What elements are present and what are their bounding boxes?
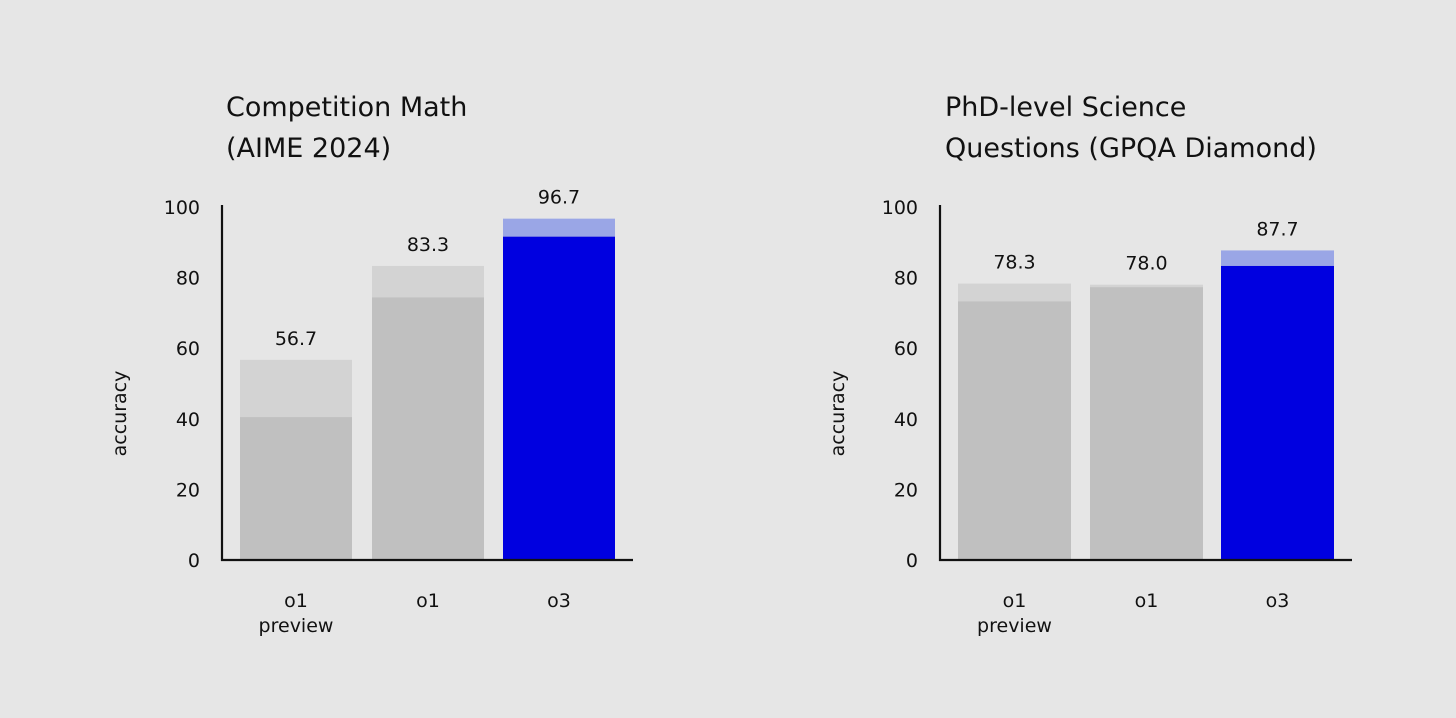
x-category-label: o1	[1135, 590, 1159, 612]
y-tick-label: 20	[176, 479, 200, 501]
bar-value-label: 83.3	[407, 234, 449, 256]
bar-overlay-1	[240, 359, 352, 418]
y-axis-label: accuracy	[827, 371, 849, 457]
chart-title-line: PhD-level Science	[945, 92, 1186, 123]
x-category-label: preview	[259, 615, 334, 637]
bar-overlay-1	[958, 283, 1071, 302]
y-tick-label: 60	[176, 338, 200, 360]
y-tick-label: 80	[176, 268, 200, 290]
bar-value-label: 78.0	[1125, 253, 1167, 275]
chart-title-line: Questions (GPQA Diamond)	[945, 133, 1317, 164]
y-tick-label: 80	[894, 268, 918, 290]
y-axis-label: accuracy	[109, 371, 131, 457]
chart-panel-1: Competition Math (AIME 2024) accuracy 0 20 40…	[109, 92, 633, 637]
y-tick-label: 60	[894, 338, 918, 360]
bar-value-label: 56.7	[275, 328, 317, 350]
bar-1	[240, 417, 352, 560]
y-tick-label: 20	[894, 479, 918, 501]
x-category-label: preview	[977, 615, 1052, 637]
bar-2	[1090, 287, 1203, 560]
bar-1	[958, 301, 1071, 560]
x-category-label: o3	[1266, 590, 1290, 612]
x-category-label: o3	[547, 590, 571, 612]
y-tick-label: 0	[188, 550, 200, 572]
chart-title-line: (AIME 2024)	[226, 133, 391, 164]
bar-value-label: 87.7	[1256, 218, 1298, 240]
y-tick-label: 40	[176, 409, 200, 431]
chart-title-line: Competition Math	[226, 92, 467, 123]
bar-value-label: 78.3	[993, 252, 1035, 274]
y-tick-label: 100	[882, 197, 918, 219]
bar-overlay-2	[372, 265, 484, 298]
bar-overlay-3	[1221, 250, 1334, 266]
y-tick-label: 40	[894, 409, 918, 431]
bar-overlay-2	[1090, 284, 1203, 288]
x-category-label: o1	[284, 590, 308, 612]
y-tick-label: 0	[906, 550, 918, 572]
bar-3	[1221, 265, 1334, 560]
x-category-label: o1	[1003, 590, 1027, 612]
bar-overlay-3	[503, 218, 615, 237]
bar-2	[372, 297, 484, 560]
bar-value-label: 96.7	[538, 187, 580, 209]
y-tick-label: 100	[164, 197, 200, 219]
bar-3	[503, 236, 615, 561]
chart-panel-2: PhD-level Science Questions (GPQA Diamond…	[827, 92, 1352, 637]
x-category-label: o1	[416, 590, 440, 612]
